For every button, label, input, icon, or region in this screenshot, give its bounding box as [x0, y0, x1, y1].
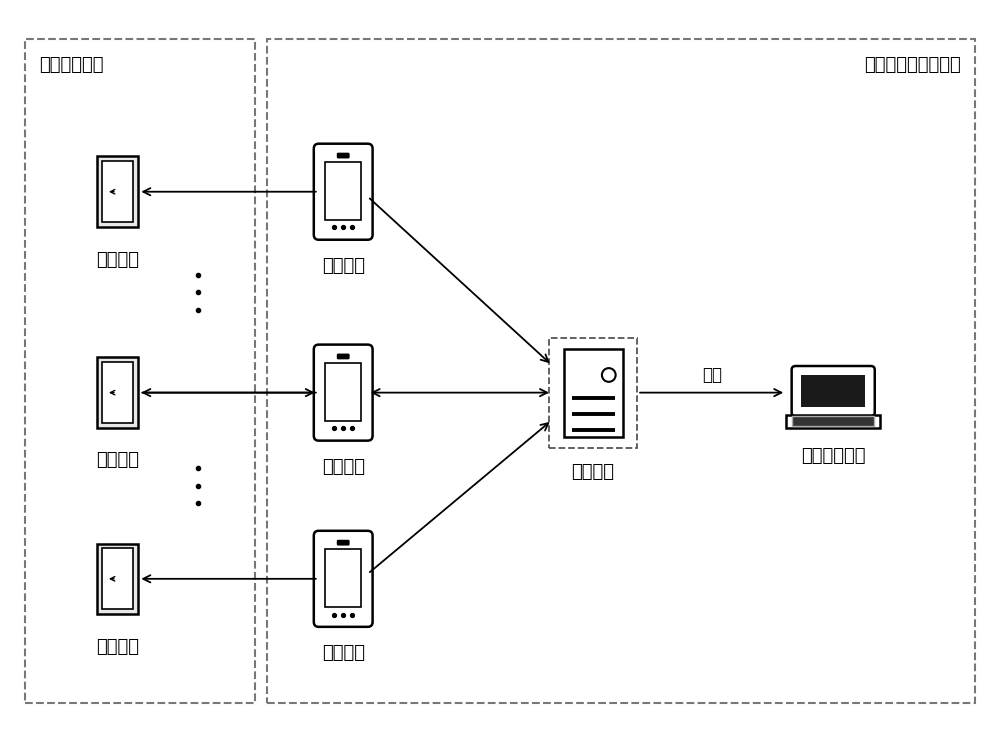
Text: 小程序端: 小程序端: [322, 257, 365, 275]
Bar: [97, 358, 138, 428]
Bar: [801, 375, 865, 407]
Circle shape: [602, 368, 616, 381]
Bar: [267, 39, 975, 703]
Text: 电力机柜: 电力机柜: [96, 452, 139, 470]
Bar: [102, 362, 133, 423]
Bar: [102, 162, 133, 222]
Text: 小程序端: 小程序端: [322, 645, 365, 663]
FancyBboxPatch shape: [338, 355, 349, 358]
Bar: [325, 162, 361, 220]
Text: 电力机柜: 电力机柜: [96, 637, 139, 655]
Bar: [549, 338, 637, 447]
FancyBboxPatch shape: [314, 345, 373, 441]
Text: 包含: 包含: [702, 366, 722, 384]
Bar: [786, 415, 880, 428]
Text: 智能管控平台: 智能管控平台: [801, 447, 865, 465]
FancyBboxPatch shape: [314, 144, 373, 240]
Bar: [325, 550, 361, 607]
FancyBboxPatch shape: [314, 531, 373, 627]
Text: 电力机柜: 电力机柜: [96, 251, 139, 269]
Bar: [102, 548, 133, 609]
FancyBboxPatch shape: [792, 366, 875, 416]
Bar: [97, 156, 138, 227]
Bar: [792, 416, 874, 426]
Text: 云服务器: 云服务器: [572, 463, 615, 481]
Text: 安全管理及应用平台: 安全管理及应用平台: [864, 57, 961, 75]
Bar: [97, 544, 138, 614]
Bar: [564, 349, 622, 437]
Text: 小程序端: 小程序端: [322, 459, 365, 476]
Bar: [25, 39, 255, 703]
FancyBboxPatch shape: [338, 153, 349, 157]
FancyBboxPatch shape: [338, 541, 349, 545]
Bar: [325, 364, 361, 420]
Text: 智能锁设备端: 智能锁设备端: [39, 57, 104, 75]
